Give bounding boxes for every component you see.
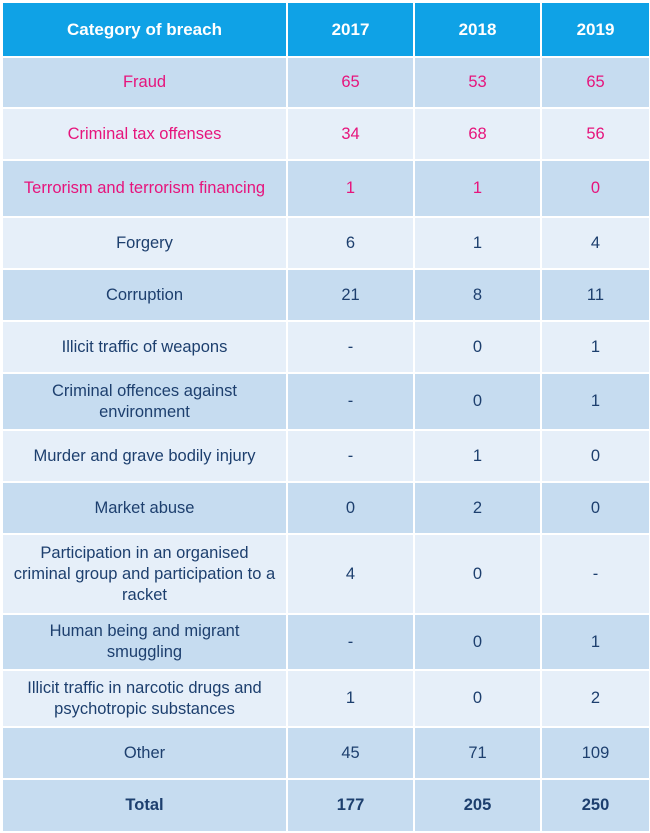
row-value-2019: 4: [540, 216, 650, 270]
row-value-2017: 34: [286, 107, 415, 161]
table-row: Criminal offences against environment - …: [1, 372, 650, 431]
row-category: Illicit traffic in narcotic drugs and ps…: [1, 669, 288, 728]
table-row: Human being and migrant smuggling - 0 1: [1, 613, 650, 671]
row-value-2019: 2: [540, 669, 650, 728]
row-category: Illicit traffic of weapons: [1, 320, 288, 374]
row-value-2018: 8: [413, 268, 542, 322]
row-value-2018: 1: [413, 429, 542, 483]
row-value-2018: 0: [413, 320, 542, 374]
row-value-2018: 1: [413, 216, 542, 270]
row-value-2017: -: [286, 320, 415, 374]
row-category: Murder and grave bodily injury: [1, 429, 288, 483]
row-value-2017: -: [286, 613, 415, 671]
row-value-2017: 6: [286, 216, 415, 270]
row-value-2018: 0: [413, 669, 542, 728]
row-category: Fraud: [1, 56, 288, 109]
row-value-2018: 53: [413, 56, 542, 109]
header-category: Category of breach: [1, 1, 288, 58]
row-value-2018: 0: [413, 372, 542, 431]
row-value-2018: 1: [413, 159, 542, 218]
row-category: Corruption: [1, 268, 288, 322]
row-value-2018: 0: [413, 533, 542, 615]
row-value-2019: 1: [540, 613, 650, 671]
total-2019: 250: [540, 778, 650, 833]
total-2018: 205: [413, 778, 542, 833]
row-category: Criminal tax offenses: [1, 107, 288, 161]
row-value-2017: 4: [286, 533, 415, 615]
table-row: Fraud 65 53 65: [1, 56, 650, 109]
row-category: Market abuse: [1, 481, 288, 535]
table-row: Criminal tax offenses 34 68 56: [1, 107, 650, 161]
row-value-2019: 1: [540, 320, 650, 374]
table-header-row: Category of breach 2017 2018 2019: [1, 1, 650, 58]
total-2017: 177: [286, 778, 415, 833]
table-row: Illicit traffic in narcotic drugs and ps…: [1, 669, 650, 728]
header-2018: 2018: [413, 1, 542, 58]
table-row: Market abuse 0 2 0: [1, 481, 650, 535]
row-value-2017: -: [286, 429, 415, 483]
row-value-2019: 0: [540, 481, 650, 535]
row-value-2017: 21: [286, 268, 415, 322]
row-value-2017: 1: [286, 669, 415, 728]
table-row: Illicit traffic of weapons - 0 1: [1, 320, 650, 374]
header-2019: 2019: [540, 1, 650, 58]
row-value-2017: 0: [286, 481, 415, 535]
row-category: Human being and migrant smuggling: [1, 613, 288, 671]
row-value-2017: -: [286, 372, 415, 431]
row-value-2017: 65: [286, 56, 415, 109]
header-2017: 2017: [286, 1, 415, 58]
row-value-2018: 2: [413, 481, 542, 535]
row-category: Forgery: [1, 216, 288, 270]
row-value-2019: 1: [540, 372, 650, 431]
row-value-2018: 71: [413, 726, 542, 780]
row-value-2017: 45: [286, 726, 415, 780]
row-value-2019: -: [540, 533, 650, 615]
row-value-2018: 0: [413, 613, 542, 671]
row-value-2019: 109: [540, 726, 650, 780]
total-label: Total: [1, 778, 288, 833]
row-value-2019: 56: [540, 107, 650, 161]
table-row: Participation in an organised criminal g…: [1, 533, 650, 615]
table-row: Other 45 71 109: [1, 726, 650, 780]
row-value-2019: 11: [540, 268, 650, 322]
row-value-2019: 0: [540, 429, 650, 483]
row-category: Other: [1, 726, 288, 780]
row-category: Criminal offences against environment: [1, 372, 288, 431]
table-row: Corruption 21 8 11: [1, 268, 650, 322]
total-row: Total 177 205 250: [1, 778, 650, 833]
table-row: Forgery 6 1 4: [1, 216, 650, 270]
row-category: Participation in an organised criminal g…: [1, 533, 288, 615]
table-row: Murder and grave bodily injury - 1 0: [1, 429, 650, 483]
table-row: Terrorism and terrorism financing 1 1 0: [1, 159, 650, 218]
row-value-2017: 1: [286, 159, 415, 218]
row-value-2019: 65: [540, 56, 650, 109]
row-value-2018: 68: [413, 107, 542, 161]
row-value-2019: 0: [540, 159, 650, 218]
row-category: Terrorism and terrorism financing: [1, 159, 288, 218]
